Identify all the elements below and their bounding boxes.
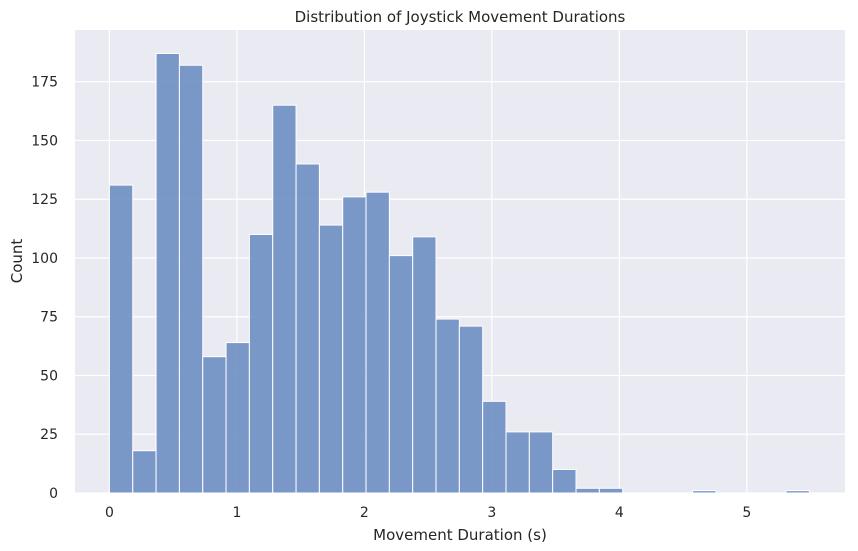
histogram-bars <box>108 53 810 494</box>
x-axis-label: Movement Duration (s) <box>373 526 547 544</box>
histogram-bar <box>295 163 320 494</box>
y-tick-label: 125 <box>31 192 58 208</box>
y-tick-label: 175 <box>31 75 58 91</box>
chart-title: Distribution of Joystick Movement Durati… <box>295 8 626 26</box>
histogram-bar <box>482 400 507 494</box>
y-tick-label: 50 <box>40 368 58 384</box>
histogram-bar <box>365 191 390 494</box>
histogram-bar <box>552 468 577 494</box>
histogram-bar <box>248 233 274 494</box>
y-tick-label: 75 <box>40 310 58 326</box>
histogram-bar <box>412 236 437 494</box>
x-tick-label: 1 <box>232 505 241 521</box>
y-tick-label: 150 <box>31 133 58 149</box>
histogram-bar <box>528 431 554 494</box>
y-tick-label: 25 <box>40 427 58 443</box>
y-tick-labels: 0 25 50 75 100 125 150 175 <box>31 75 58 502</box>
y-tick-label: 100 <box>31 251 58 267</box>
histogram-bar <box>458 325 484 494</box>
histogram-bar <box>575 487 600 494</box>
histogram-bar <box>132 450 157 494</box>
histogram-bar <box>435 318 460 494</box>
y-axis-label: Count <box>8 239 26 284</box>
histogram-bar <box>598 487 624 494</box>
histogram-bar <box>225 342 250 494</box>
histogram-bar <box>202 356 227 494</box>
histogram-bar <box>692 490 717 494</box>
x-tick-label: 3 <box>487 505 496 521</box>
histogram-bar <box>155 53 180 494</box>
x-tick-label: 5 <box>742 505 751 521</box>
histogram-bar <box>342 196 367 494</box>
histogram-bar <box>318 224 344 494</box>
x-tick-label: 4 <box>615 505 624 521</box>
histogram-bar <box>178 64 204 494</box>
x-tick-labels: 0 1 2 3 4 5 <box>105 505 751 521</box>
histogram-bar <box>388 255 414 494</box>
histogram-bar <box>272 104 297 494</box>
histogram-bar <box>505 431 530 494</box>
x-tick-label: 2 <box>360 505 369 521</box>
y-tick-label: 0 <box>49 486 58 502</box>
histogram-bar <box>785 490 810 494</box>
x-tick-label: 0 <box>105 505 114 521</box>
histogram-bar <box>108 184 134 494</box>
